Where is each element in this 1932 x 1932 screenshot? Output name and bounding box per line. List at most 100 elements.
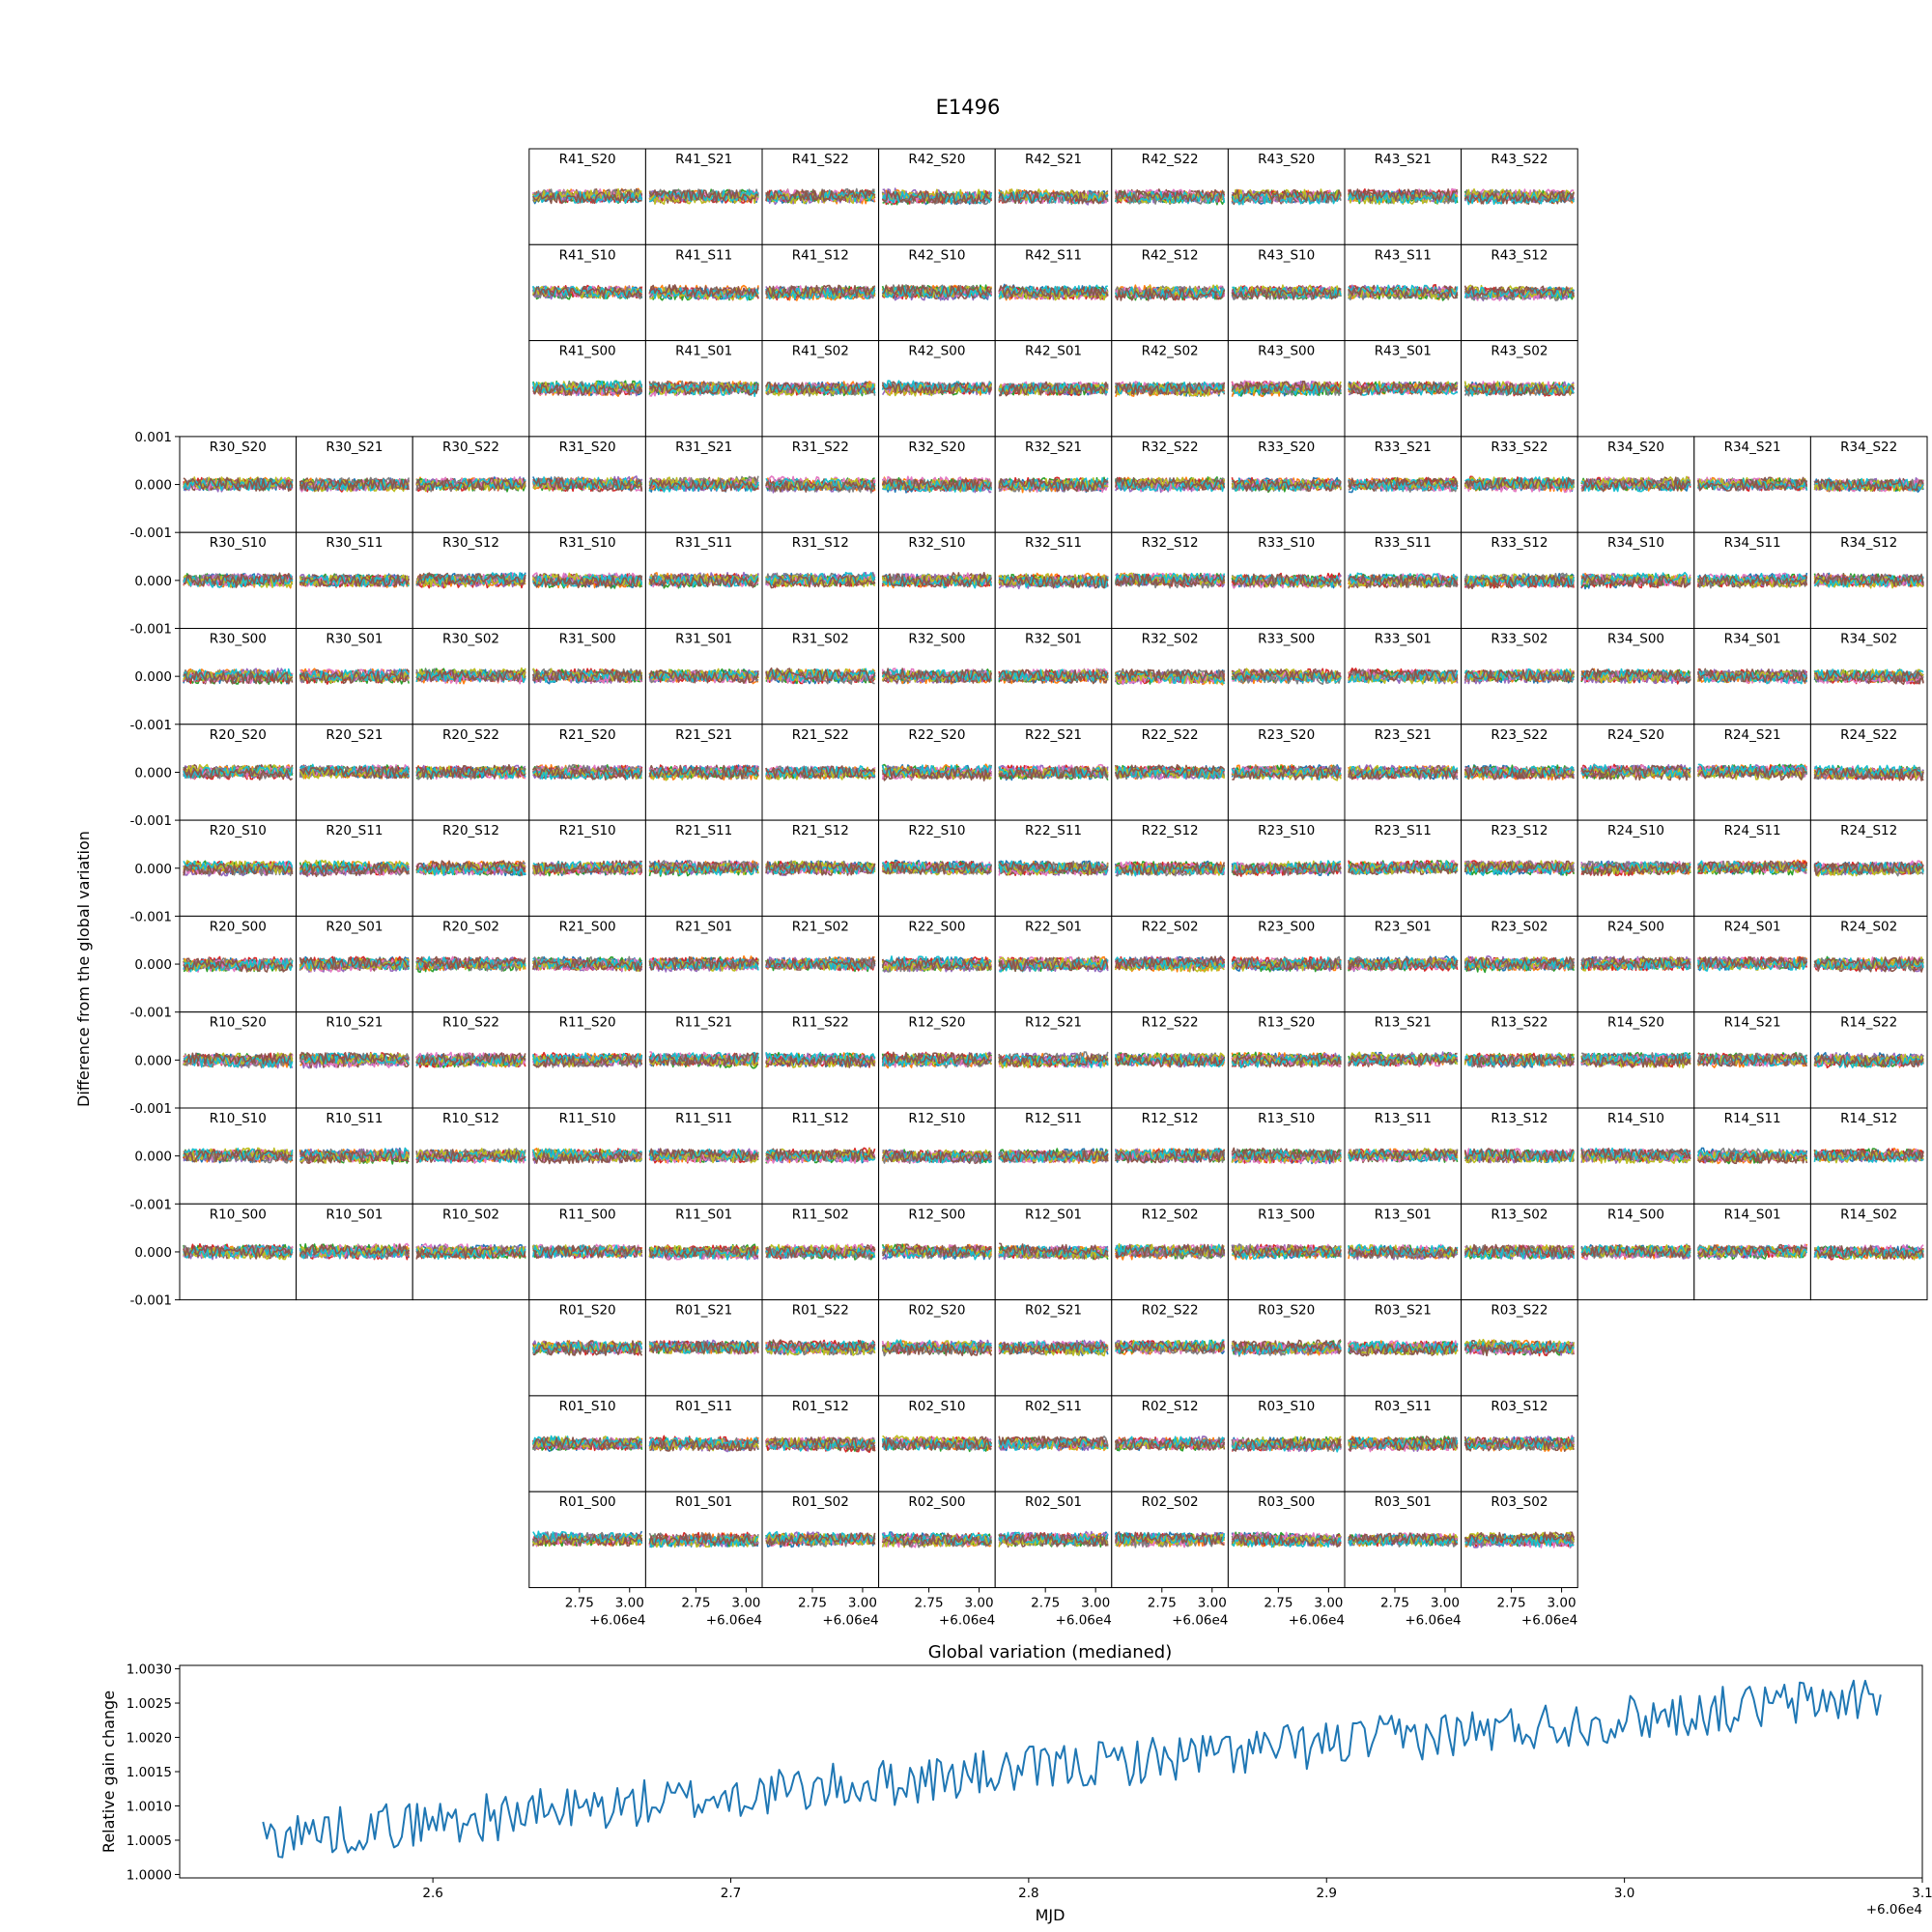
ccd-panel-label: R11_S20 [559,1015,616,1031]
ccd-panel-label: R11_S11 [675,1111,732,1126]
ccd-panel-R01_S22: R01_S22 [761,1299,880,1397]
ccd-series-line [1348,862,1459,875]
ccd-series-line [882,479,992,493]
ccd-panel-R23_S11: R23_S11 [1344,819,1463,917]
ccd-series-line [998,1435,1109,1448]
global-ytick-label: 1.0000 [127,1867,172,1883]
ccd-series-line [1231,862,1342,876]
ccd-panel-R21_S21: R21_S21 [644,724,763,821]
ccd-series-line [1231,1149,1342,1163]
ccd-panel-label: R31_S11 [675,535,732,551]
ccd-panel-R41_S11: R41_S11 [644,243,763,342]
global-xtick-label: 3.1 [1912,1886,1932,1901]
ccd-series-line [183,574,294,588]
ccd-panel-R32_S11: R32_S11 [994,531,1113,630]
ccd-panel-label: R41_S20 [559,152,616,167]
ccd-series-line [1115,1052,1225,1065]
ccd-series-line [532,1436,642,1450]
ccd-series-line [1348,1052,1458,1066]
ccd-panel-R41_S12: R41_S12 [761,243,880,342]
ccd-panel-label: R41_S00 [559,344,616,359]
ccd-series-line [648,478,759,493]
ccd-panel-label: R10_S01 [326,1207,383,1222]
ccd-panel-R20_S10: R20_S10 [179,819,298,917]
ccd-panel-label: R13_S00 [1258,1207,1315,1222]
ccd-panel-R20_S22: R20_S22 [412,724,530,821]
ccd-panel-R13_S02: R13_S02 [1461,1203,1578,1301]
ccd-panel-label: R33_S21 [1375,440,1432,455]
ccd-panel-R24_S20: R24_S20 [1577,724,1695,821]
ccd-series-line [183,1245,294,1259]
ccd-series-line [998,1054,1109,1068]
ccd-panel-label: R14_S20 [1607,1015,1664,1031]
ytick-label: -0.001 [129,1101,172,1117]
ccd-panel-R43_S12: R43_S12 [1461,243,1578,342]
ccd-series-line [998,861,1109,875]
ccd-panel-label: R30_S20 [210,440,267,455]
ccd-panel-label: R10_S21 [326,1015,383,1031]
ccd-series-line [183,1052,293,1065]
ccd-series-line [183,668,293,682]
ccd-panel-label: R30_S00 [210,632,267,647]
ccd-panel-R14_S01: R14_S01 [1693,1203,1811,1301]
ccd-series-line [532,1151,643,1165]
ccd-panel-R30_S20: R30_S20 [179,436,298,533]
ccd-series-line [881,1244,992,1258]
ccd-series-line [298,1151,410,1163]
ccd-panel-R03_S02: R03_S02 [1461,1491,1578,1588]
ccd-panel-R31_S20: R31_S20 [528,436,646,533]
ccd-panel-label: R11_S10 [559,1111,616,1126]
ccd-panel-label: R02_S01 [1025,1494,1082,1510]
ccd-panel-R20_S11: R20_S11 [296,819,413,917]
ccd-panel-R10_S02: R10_S02 [412,1203,530,1301]
ccd-series-line [1348,957,1459,971]
ccd-series-line [1813,767,1924,781]
ccd-panel-label: R21_S01 [675,919,732,934]
ccd-series-line [765,862,876,875]
ccd-panel-R02_S01: R02_S01 [994,1491,1113,1588]
ccd-series-line [1348,188,1459,202]
ccd-series-line [1115,190,1226,205]
ccd-series-line [1463,957,1575,971]
ccd-panel-label: R43_S02 [1491,344,1548,359]
ccd-panel-R22_S01: R22_S01 [994,915,1113,1013]
ccd-series-line [1115,381,1225,395]
ccd-series-line [765,189,876,203]
ccd-series-line [882,286,992,299]
ccd-panel-label: R10_S11 [326,1111,383,1126]
ccd-series-line [648,191,759,205]
ccd-panel-label: R12_S21 [1025,1015,1082,1031]
ccd-series-line [881,478,992,492]
ccd-series-line [1115,1243,1226,1259]
ccd-panel-label: R03_S02 [1491,1494,1548,1510]
ccd-series-line [1580,669,1691,683]
ccd-series-line [765,1436,876,1450]
ccd-panel-R11_S12: R11_S12 [761,1107,880,1205]
ccd-series-line [765,1246,876,1261]
ccd-series-line [1813,573,1924,586]
ccd-panel-R22_S20: R22_S20 [878,724,996,821]
ccd-series-line [1464,1531,1575,1546]
ccd-panel-R10_S01: R10_S01 [296,1203,413,1301]
ccd-panel-R42_S21: R42_S21 [994,148,1113,245]
ccd-panel-label: R12_S12 [1142,1111,1199,1126]
ccd-panel-label: R43_S01 [1375,344,1432,359]
ccd-panel-label: R42_S21 [1025,152,1082,167]
ccd-series-line [765,1148,875,1162]
ccd-series-line [415,766,526,781]
ccd-panel-label: R12_S00 [908,1207,965,1222]
ccd-panel-R21_S01: R21_S01 [644,915,763,1013]
ccd-series-line [1232,479,1342,493]
ccd-series-line [765,1051,876,1065]
ccd-panel-R31_S12: R31_S12 [761,531,880,630]
ccd-series-line [415,669,526,683]
ccd-panel-label: R02_S02 [1142,1494,1199,1510]
ccd-panel-label: R12_S11 [1025,1111,1082,1126]
ccd-panel-R10_S12: R10_S12 [412,1107,530,1205]
ccd-series-line [765,765,876,780]
ccd-panel-R34_S02: R34_S02 [1809,628,1928,725]
ccd-panel-label: R24_S01 [1724,919,1781,934]
ccd-series-line [298,956,410,970]
ccd-panel-R41_S02: R41_S02 [761,340,880,438]
x-offset-label: +6.06e4 [1172,1613,1228,1629]
